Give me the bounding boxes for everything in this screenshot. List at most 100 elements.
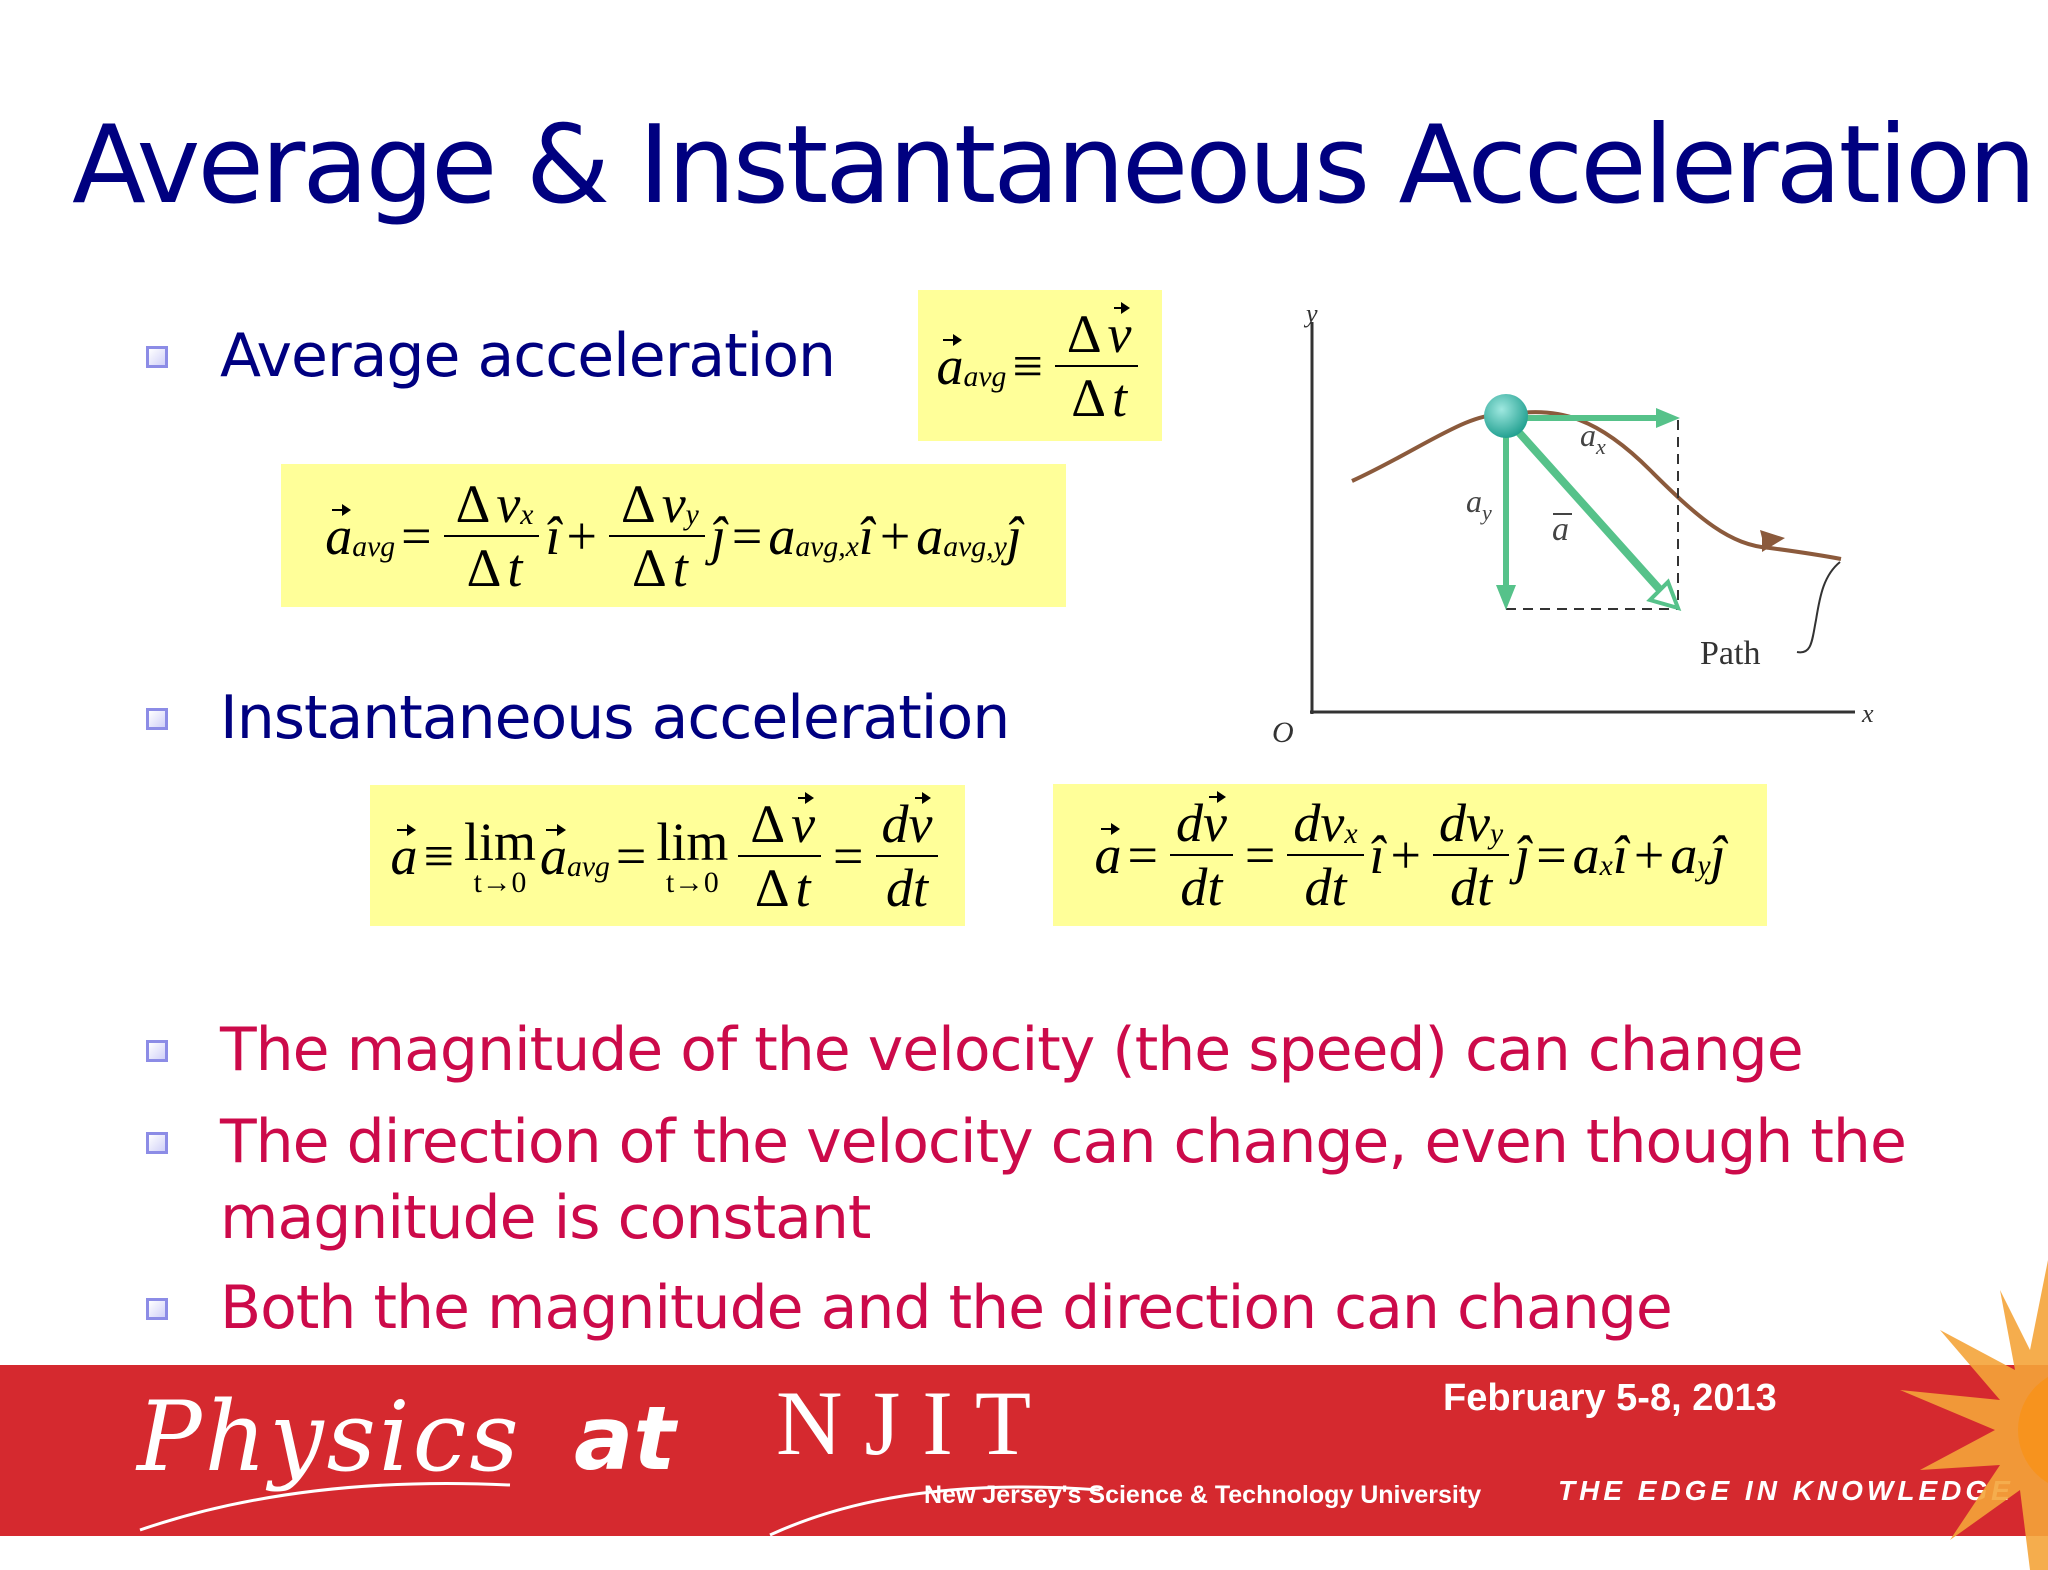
footer-band: Physics at NJIT New Jersey's Science & T… — [0, 1365, 2048, 1536]
symbol-base: ĵ — [1710, 825, 1726, 885]
ax-arrowhead — [1656, 408, 1680, 428]
symbol-base: î — [545, 505, 561, 566]
math-symbol: î — [1370, 824, 1385, 886]
bullet-marker — [146, 708, 168, 730]
footer-physics: Physics — [137, 1381, 522, 1493]
symbol-subscript: avg,y — [943, 530, 1007, 563]
fraction-denominator: dt — [1444, 856, 1498, 918]
symbol-subscript: y — [1489, 818, 1504, 851]
symbol-base: d — [881, 793, 909, 854]
math-symbol: v — [908, 791, 933, 855]
math-symbol: ĵ — [1711, 824, 1726, 886]
particle — [1484, 394, 1528, 438]
symbol-subscript: x — [520, 498, 534, 531]
fraction: dv x dt — [1287, 792, 1364, 918]
x-axis-label: x — [1861, 699, 1874, 728]
footer-motto: THE EDGE IN KNOWLEDGE — [1558, 1475, 2014, 1506]
symbol-base: v — [791, 791, 816, 854]
bullet-item: The magnitude of the velocity (the speed… — [146, 1012, 1804, 1088]
math-symbol: ĵ — [1515, 824, 1530, 886]
math-symbol: ĵ — [1007, 505, 1022, 567]
symbol-base: î — [858, 505, 874, 566]
math-operator: ≡ — [1012, 335, 1043, 396]
symbol-base: a — [1094, 823, 1122, 885]
bullet-item: Average acceleration — [146, 318, 836, 394]
symbol-base: v — [908, 791, 933, 854]
ax-label-base: a — [1580, 417, 1596, 453]
fraction-denominator: dt — [880, 857, 934, 919]
math-symbol: t — [796, 857, 811, 919]
math-symbol: î — [545, 505, 560, 567]
footer-date: February 5-8, 2013 — [1443, 1377, 1777, 1419]
y-axis-label: y — [1303, 299, 1318, 328]
math-symbol: t — [1112, 367, 1127, 429]
math-operator: Δ — [1066, 303, 1102, 364]
math-symbol: a avg — [540, 823, 610, 887]
symbol-base: dv — [1293, 793, 1345, 853]
a-vector-label: a — [1552, 511, 1569, 548]
math-symbol: a — [1094, 823, 1122, 886]
math-symbol: dt — [886, 857, 928, 919]
math-operator: = — [833, 825, 864, 886]
math-operator: + — [1390, 825, 1422, 885]
math-operator: = — [1536, 825, 1567, 885]
math-symbol: a — [391, 823, 418, 887]
math-symbol: dv x — [1293, 792, 1357, 854]
symbol-base: v — [661, 473, 686, 534]
fraction-numerator: dv y — [1433, 792, 1510, 856]
fraction-numerator: dv x — [1287, 792, 1364, 856]
math-operator: + — [879, 505, 911, 566]
symbol-base: ĵ — [1006, 505, 1022, 566]
math-symbol: t — [507, 537, 522, 599]
sun-rays — [1900, 1260, 2048, 1570]
math-symbol: a avg — [325, 503, 395, 567]
math-symbol: v — [791, 791, 816, 855]
bullet-text: Instantaneous acceleration — [220, 683, 1010, 753]
math-operator: = — [731, 505, 763, 566]
a-arrowhead — [1646, 578, 1682, 612]
symbol-base: î — [1369, 825, 1385, 885]
symbol-base: a — [1572, 825, 1600, 885]
ay-label-sub: y — [1480, 500, 1492, 525]
math-symbol: a avg,x — [768, 505, 858, 567]
limit: lim t→0 — [464, 811, 536, 900]
symbol-base: dv — [1439, 793, 1490, 853]
symbol-base: dt — [1450, 857, 1493, 917]
math-symbol: d — [1176, 792, 1203, 854]
math-operator: Δ — [455, 473, 491, 534]
symbol-base: v — [496, 473, 521, 534]
a-arrow — [1503, 415, 1665, 595]
symbol-subscript: y — [1697, 850, 1711, 883]
path-leader — [1796, 561, 1841, 654]
sun-logo — [1900, 1260, 2048, 1570]
symbol-base: a — [1670, 825, 1698, 885]
bullet-text: The magnitude of the velocity (the speed… — [220, 1015, 1804, 1085]
symbol-base: a — [936, 333, 964, 396]
math-symbol: dt — [1180, 856, 1222, 918]
symbol-base: a — [325, 503, 353, 566]
path-curve — [1351, 410, 1842, 561]
symbol-base: dt — [1304, 857, 1347, 917]
math-symbol: dt — [1304, 856, 1346, 918]
math-operator: Δ — [1071, 367, 1107, 428]
math-operator: = — [615, 825, 647, 886]
symbol-base: t — [672, 537, 688, 598]
math-operator: + — [566, 505, 597, 566]
math-operator: ≡ — [423, 825, 454, 886]
symbol-base: ĵ — [1515, 825, 1531, 885]
symbol-base: d — [1175, 793, 1203, 853]
